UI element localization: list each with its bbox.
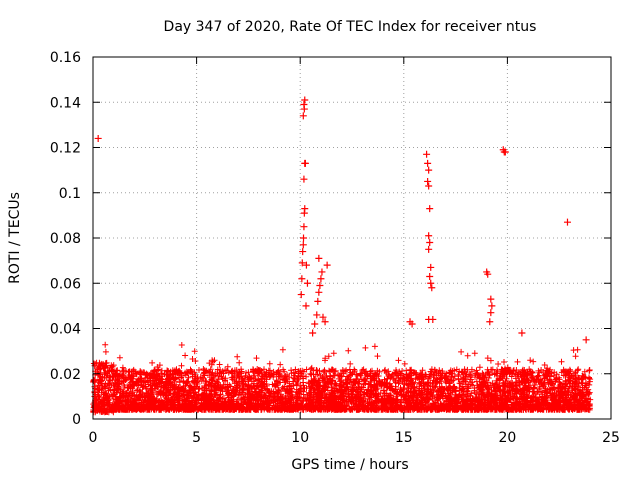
x-tick-label-5: 5 (192, 430, 201, 446)
x-axis-label: GPS time / hours (291, 457, 408, 473)
data-point-0-0 (94, 134, 102, 142)
x-tick-label-25: 25 (602, 430, 620, 446)
data-point-0-57 (501, 148, 509, 156)
y-tick-label-0.14: 0.14 (50, 95, 81, 111)
data-point-0-1 (297, 291, 305, 299)
x-tick-label-10: 10 (291, 430, 309, 446)
data-point-0-9 (301, 205, 309, 213)
data-point-0-50 (484, 270, 492, 278)
data-point-0-24 (315, 288, 323, 296)
data-point-0-28 (315, 254, 323, 262)
x-tick-label-20: 20 (498, 430, 516, 446)
y-tick-label-0.16: 0.16 (50, 50, 81, 66)
noise-band-markers (90, 341, 594, 416)
data-point-0-42 (425, 245, 433, 253)
y-axis-label: ROTI / TECUs (7, 192, 23, 284)
data-point-0-31 (321, 318, 329, 326)
data-point-0-53 (487, 309, 495, 317)
data-point-0-19 (302, 302, 310, 310)
data-point-0-17 (302, 261, 310, 269)
background-noise-markers (90, 341, 594, 416)
data-point-0-13 (299, 112, 307, 120)
data-point-0-25 (316, 282, 324, 290)
data-point-0-54 (486, 318, 494, 326)
y-tick-label-0.04: 0.04 (50, 322, 81, 338)
data-point-0-41 (426, 239, 434, 247)
y-tick-label-0.08: 0.08 (50, 231, 81, 247)
y-tick-label-0.1: 0.1 (59, 186, 81, 202)
data-point-0-35 (424, 159, 432, 167)
data-point-0-46 (428, 284, 436, 292)
data-point-0-34 (423, 150, 431, 158)
data-point-0-26 (317, 275, 325, 283)
data-point-0-59 (518, 329, 526, 337)
grid-lines (93, 57, 611, 419)
data-point-0-22 (313, 311, 321, 319)
data-point-0-7 (300, 223, 308, 231)
data-point-0-12 (301, 159, 309, 167)
data-point-0-44 (426, 272, 434, 280)
data-point-0-38 (425, 182, 433, 190)
data-point-0-2 (298, 275, 306, 283)
data-point-0-27 (318, 268, 326, 276)
data-point-0-40 (425, 232, 433, 240)
x-tick-label-0: 0 (89, 430, 98, 446)
y-tick-label-0.06: 0.06 (50, 276, 81, 292)
data-point-0-48 (429, 315, 437, 323)
data-point-0-3 (298, 259, 306, 267)
data-point-0-23 (314, 297, 322, 305)
data-point-0-4 (299, 248, 307, 256)
y-tick-label-0.02: 0.02 (50, 367, 81, 383)
data-point-0-5 (299, 241, 307, 249)
data-point-0-33 (408, 320, 416, 328)
data-points (94, 96, 590, 344)
data-point-0-15 (300, 101, 308, 109)
data-point-0-52 (488, 302, 496, 310)
chart-title: Day 347 of 2020, Rate Of TEC Index for r… (164, 19, 537, 35)
data-point-0-16 (301, 96, 309, 104)
data-point-0-29 (323, 261, 331, 269)
data-point-0-37 (424, 177, 432, 185)
data-point-0-20 (309, 329, 317, 337)
data-point-0-21 (311, 320, 319, 328)
data-point-0-43 (427, 263, 435, 271)
axes: 0 5 10 15 20 25 0 0.02 0.04 0.06 0.08 0.1 0.12 0.14 0.… (50, 50, 620, 446)
y-tick-label-0: 0 (72, 412, 81, 428)
data-point-0-58 (563, 218, 571, 226)
data-point-0-51 (487, 295, 495, 303)
x-tick-label-15: 15 (395, 430, 413, 446)
data-point-0-6 (300, 234, 308, 242)
data-point-0-36 (425, 166, 433, 174)
data-point-0-60 (582, 336, 590, 344)
y-tick-label-0.12: 0.12 (50, 141, 81, 157)
data-point-0-39 (426, 205, 434, 213)
data-point-0-30 (319, 313, 327, 321)
data-point-0-18 (303, 279, 311, 287)
data-point-0-45 (427, 279, 435, 287)
data-point-0-10 (300, 175, 308, 183)
